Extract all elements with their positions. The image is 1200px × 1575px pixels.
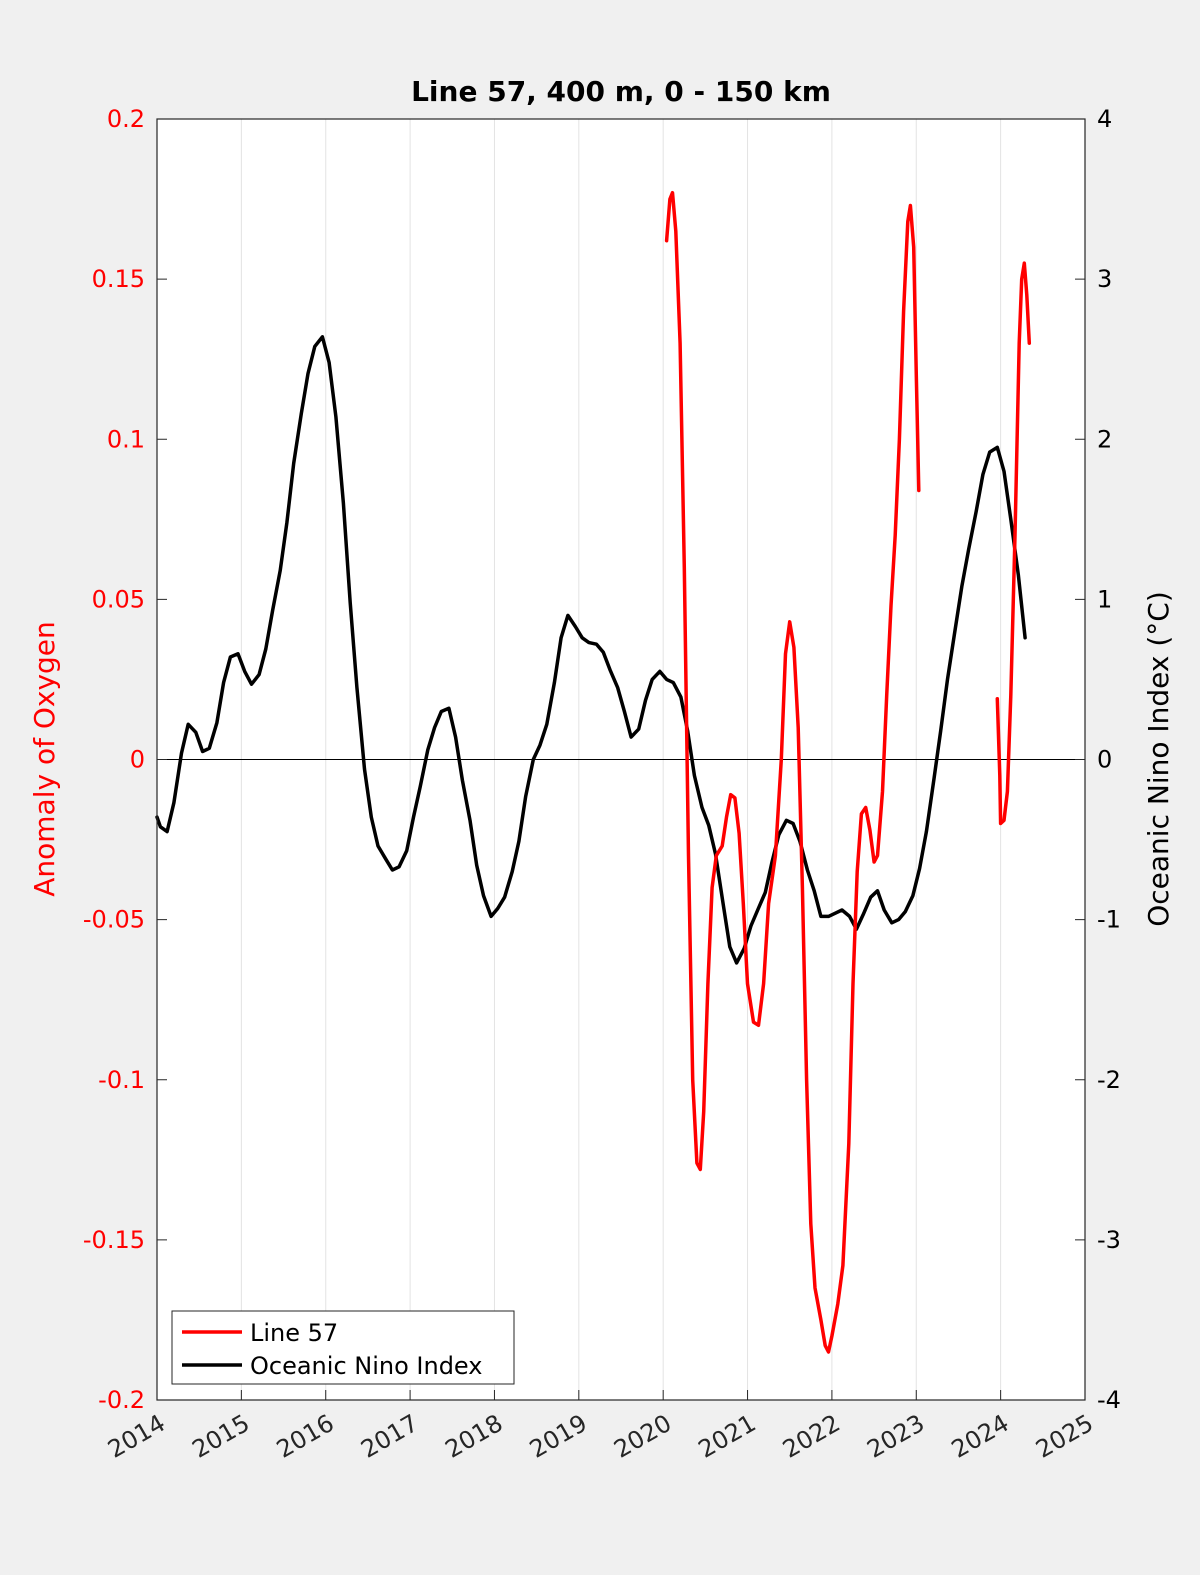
- x-tick-label: 2019: [525, 1409, 592, 1464]
- series-line-oceanic-nino-index: [155, 335, 1027, 965]
- y-right-tick-label: -3: [1097, 1226, 1121, 1254]
- y-left-tick-label: -0.1: [98, 1066, 145, 1094]
- x-tick-label: 2025: [1031, 1409, 1098, 1464]
- x-tick-label: 2022: [778, 1409, 845, 1464]
- legend-label-oni: Oceanic Nino Index: [250, 1352, 482, 1380]
- y-right-tick-label: -1: [1097, 906, 1121, 934]
- y-left-tick-label: 0: [130, 746, 145, 774]
- y-left-tick-label: -0.15: [83, 1226, 145, 1254]
- y-right-tick-label: -2: [1097, 1066, 1121, 1094]
- x-tick-label: 2015: [187, 1409, 254, 1464]
- y-axis-right-title: Oceanic Nino Index (°C): [1142, 591, 1175, 927]
- y-left-tick-label: -0.2: [98, 1386, 145, 1414]
- y-left-tick-label: 0.2: [107, 105, 145, 133]
- series-lines: [155, 190, 1032, 1354]
- legend: Line 57 Oceanic Nino Index: [171, 1310, 515, 1385]
- x-tick-label: 2014: [103, 1409, 170, 1464]
- x-tick-label: 2023: [862, 1409, 929, 1464]
- legend-box: [171, 1310, 515, 1385]
- y-right-tick-label: 4: [1097, 105, 1112, 133]
- x-tick-label: 2024: [947, 1409, 1014, 1464]
- y-left-tick-label: 0.15: [92, 265, 145, 293]
- y-right-tick-label: 3: [1097, 265, 1112, 293]
- x-tick-label: 2017: [356, 1409, 423, 1464]
- legend-label-line-57: Line 57: [250, 1319, 338, 1347]
- chart-title: Line 57, 400 m, 0 - 150 km: [411, 75, 831, 108]
- x-tick-label: 2020: [609, 1409, 676, 1464]
- y-left-tick-label: 0.1: [107, 425, 145, 453]
- x-tick-label: 2018: [441, 1409, 508, 1464]
- series-line-line-57: [664, 190, 921, 1354]
- x-tick-label: 2021: [694, 1409, 761, 1464]
- y-right-tick-label: 0: [1097, 746, 1112, 774]
- y-right-tick-label: -4: [1097, 1386, 1121, 1414]
- y-axis-left-title: Anomaly of Oxygen: [28, 621, 61, 897]
- y-right-tick-label: 2: [1097, 425, 1112, 453]
- x-tick-label: 2016: [272, 1409, 339, 1464]
- series-line-line-57: [995, 261, 1032, 826]
- y-left-tick-label: 0.05: [92, 585, 145, 613]
- y-left-tick-label: -0.05: [83, 906, 145, 934]
- y-right-tick-label: 1: [1097, 585, 1112, 613]
